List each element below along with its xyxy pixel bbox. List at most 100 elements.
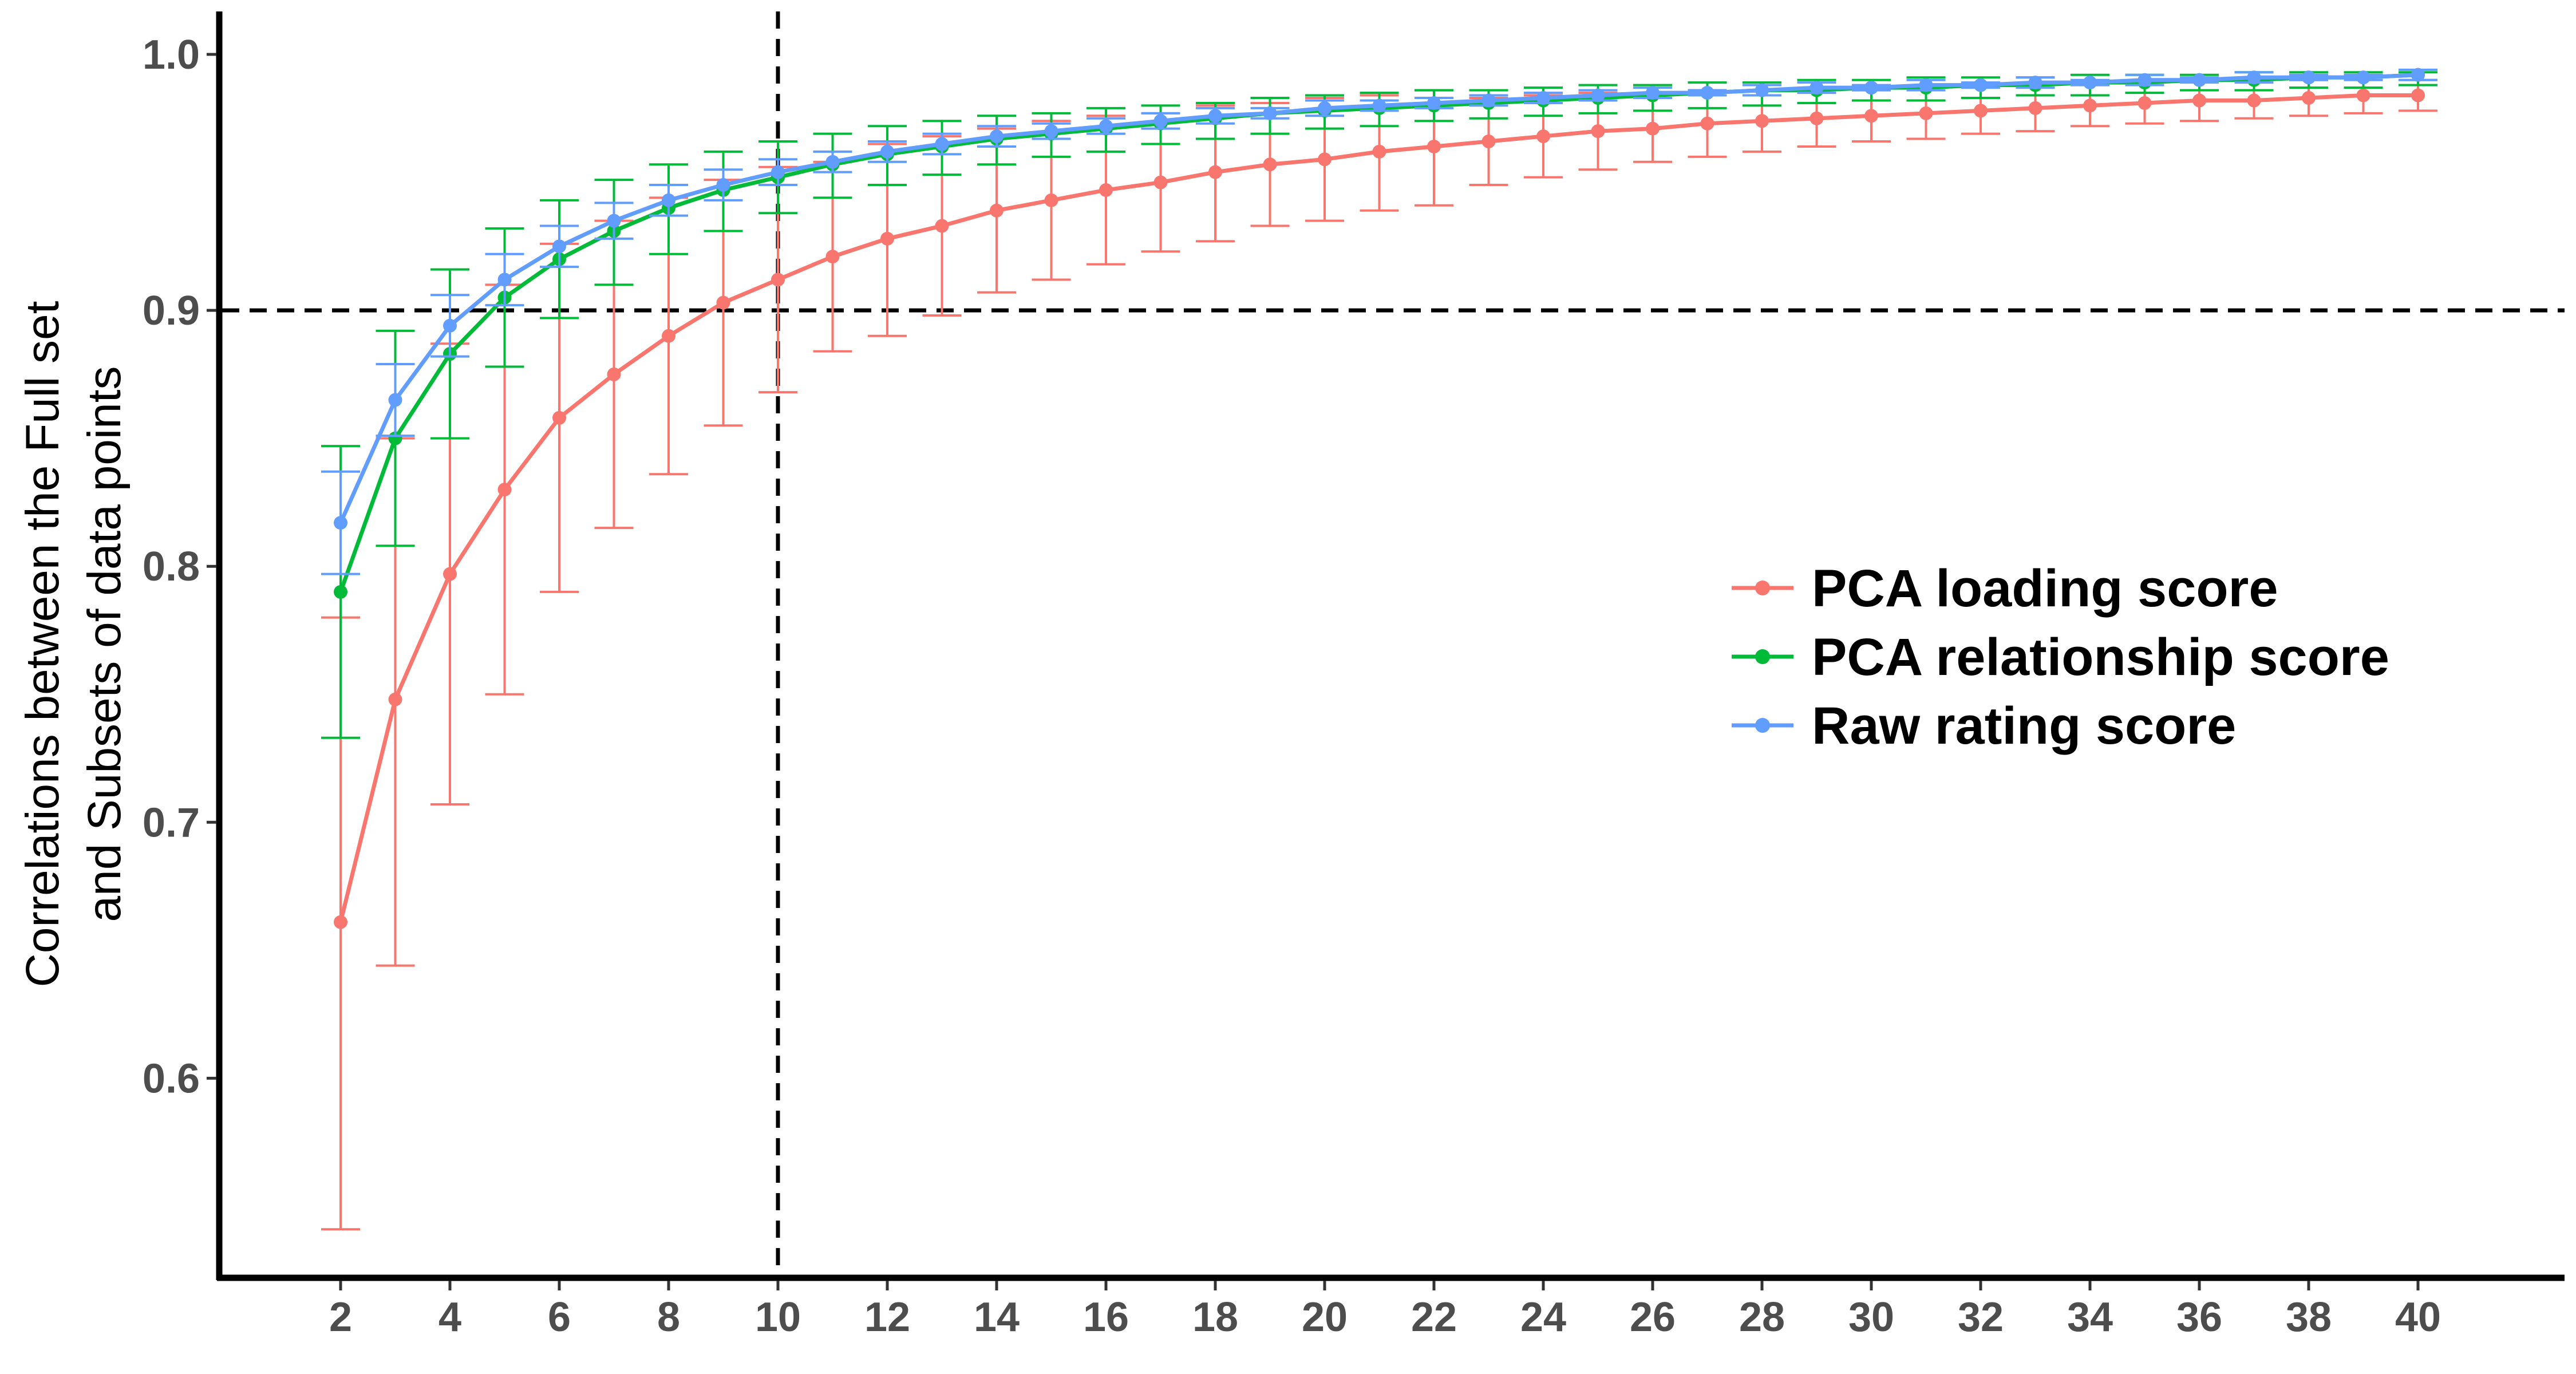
data-point bbox=[334, 516, 347, 530]
x-tick-label: 24 bbox=[1520, 1294, 1566, 1340]
x-tick-label: 26 bbox=[1630, 1294, 1676, 1340]
legend-item: PCA relationship score bbox=[1732, 628, 2389, 686]
data-point bbox=[2028, 76, 2042, 90]
y-tick-label: 0.9 bbox=[143, 288, 200, 334]
x-tick-label: 22 bbox=[1411, 1294, 1457, 1340]
data-point bbox=[935, 137, 949, 151]
y-tick-label: 0.6 bbox=[143, 1056, 200, 1101]
data-point bbox=[1755, 83, 1769, 97]
data-point bbox=[1427, 96, 1441, 110]
y-axis-label-line-2: and Subsets of data points bbox=[78, 366, 131, 922]
x-tick-label: 28 bbox=[1739, 1294, 1785, 1340]
data-point bbox=[1700, 86, 1714, 100]
data-point bbox=[1099, 119, 1113, 133]
legend-item: Raw rating score bbox=[1732, 697, 2236, 755]
data-point bbox=[662, 193, 675, 207]
data-point bbox=[716, 178, 730, 192]
data-point bbox=[1919, 78, 1933, 92]
data-point bbox=[1809, 111, 1824, 125]
data-point bbox=[771, 273, 785, 287]
data-point bbox=[2192, 73, 2206, 87]
data-point bbox=[1864, 81, 1878, 95]
legend-label: Raw rating score bbox=[1812, 697, 2236, 755]
data-point bbox=[334, 585, 347, 599]
series-line bbox=[338, 93, 2418, 923]
x-tick-label: 4 bbox=[438, 1294, 461, 1340]
x-tick-label: 30 bbox=[1848, 1294, 1894, 1340]
data-point bbox=[935, 219, 949, 233]
data-point bbox=[1536, 91, 1550, 105]
data-point bbox=[388, 692, 402, 706]
data-point bbox=[2083, 76, 2097, 90]
data-point bbox=[1864, 109, 1878, 123]
legend-label: PCA loading score bbox=[1812, 559, 2278, 618]
data-point bbox=[2247, 93, 2261, 108]
data-point bbox=[1263, 106, 1277, 120]
data-point bbox=[771, 165, 785, 179]
data-point bbox=[1427, 139, 1441, 153]
x-tick-label: 10 bbox=[755, 1294, 801, 1340]
data-point bbox=[990, 203, 1003, 218]
data-point bbox=[497, 483, 512, 497]
data-point bbox=[2138, 73, 2152, 87]
x-tick-label: 16 bbox=[1083, 1294, 1129, 1340]
y-tick-label: 1.0 bbox=[143, 32, 200, 78]
data-point bbox=[2247, 70, 2261, 85]
series-raw-rating-score bbox=[321, 68, 2437, 575]
plot-area: 2 4 6 8 10 12 14 16 18 20 22 24 26 28 30 32 34 36 38 400.60… bbox=[143, 11, 2565, 1340]
legend-label: PCA relationship score bbox=[1812, 628, 2389, 686]
data-point bbox=[1263, 157, 1277, 172]
y-tick-label: 0.8 bbox=[143, 544, 200, 590]
x-tick-label: 38 bbox=[2286, 1294, 2332, 1340]
data-point bbox=[1646, 86, 1660, 100]
data-point bbox=[1208, 109, 1222, 123]
data-point bbox=[1974, 78, 1988, 92]
data-point bbox=[1318, 152, 1332, 167]
data-point bbox=[2302, 91, 2316, 105]
data-point bbox=[497, 273, 512, 287]
data-point bbox=[1044, 124, 1058, 139]
x-tick-label: 2 bbox=[329, 1294, 352, 1340]
data-point bbox=[1372, 98, 1386, 113]
data-point bbox=[2356, 88, 2370, 102]
data-point bbox=[1372, 144, 1386, 159]
data-point bbox=[1099, 183, 1113, 197]
x-tick-label: 18 bbox=[1192, 1294, 1238, 1340]
data-point bbox=[2138, 96, 2152, 110]
data-point bbox=[443, 567, 457, 581]
x-tick-label: 8 bbox=[657, 1294, 680, 1340]
legend-swatch-point bbox=[1755, 649, 1770, 664]
data-point bbox=[1153, 175, 1168, 189]
data-point bbox=[1536, 129, 1550, 144]
x-tick-label: 40 bbox=[2395, 1294, 2441, 1340]
data-point bbox=[1318, 101, 1332, 115]
data-point bbox=[552, 239, 566, 254]
data-point bbox=[880, 231, 894, 246]
y-tick-label: 0.7 bbox=[143, 800, 200, 846]
y-axis-label: Correlations between the Full set and Su… bbox=[17, 301, 131, 987]
legend-swatch-point bbox=[1755, 718, 1770, 733]
data-point bbox=[716, 295, 730, 310]
data-point bbox=[825, 250, 840, 264]
y-axis-label-line-1: Correlations between the Full set bbox=[17, 301, 69, 987]
data-point bbox=[1974, 104, 1988, 118]
data-point bbox=[1481, 93, 1496, 108]
data-point bbox=[1591, 88, 1605, 102]
data-point bbox=[1700, 116, 1714, 131]
data-point bbox=[2411, 68, 2425, 82]
legend-item: PCA loading score bbox=[1732, 559, 2278, 618]
data-point bbox=[2083, 98, 2097, 113]
data-point bbox=[1208, 165, 1222, 179]
data-point bbox=[388, 393, 402, 407]
data-point bbox=[443, 318, 457, 333]
legend: PCA loading score PCA relationship score R… bbox=[1732, 559, 2389, 755]
x-tick-label: 20 bbox=[1302, 1294, 1348, 1340]
x-tick-label: 6 bbox=[548, 1294, 571, 1340]
data-point bbox=[990, 129, 1003, 144]
data-point bbox=[1153, 114, 1168, 128]
data-point bbox=[1755, 114, 1769, 128]
data-point bbox=[1481, 135, 1496, 149]
data-point bbox=[2302, 70, 2316, 85]
